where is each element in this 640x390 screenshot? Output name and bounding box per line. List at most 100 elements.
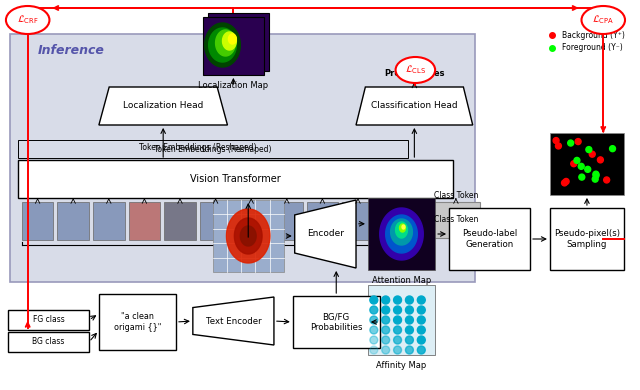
FancyBboxPatch shape (200, 202, 232, 240)
Circle shape (593, 172, 599, 178)
Text: Class Token: Class Token (434, 216, 478, 225)
Text: Token Embeddings (Reshaped): Token Embeddings (Reshaped) (154, 145, 272, 154)
Text: Vision Transformer: Vision Transformer (190, 174, 281, 184)
Polygon shape (390, 219, 412, 245)
Polygon shape (223, 32, 236, 50)
Circle shape (381, 316, 390, 324)
FancyBboxPatch shape (550, 133, 624, 195)
Text: $\mathcal{L}_{\rm CRF}$: $\mathcal{L}_{\rm CRF}$ (17, 14, 38, 27)
Text: Class Token: Class Token (434, 191, 478, 200)
Circle shape (417, 306, 425, 314)
Text: Probabilities: Probabilities (384, 69, 445, 78)
Text: Foreground (Υ⁻): Foreground (Υ⁻) (562, 44, 623, 53)
Circle shape (370, 336, 378, 344)
FancyBboxPatch shape (307, 202, 338, 240)
FancyBboxPatch shape (236, 202, 267, 240)
Text: Pseudo-label
Generation: Pseudo-label Generation (462, 229, 517, 249)
Text: Pseudo-pixel(s)
Sampling: Pseudo-pixel(s) Sampling (554, 229, 620, 249)
Text: Inference: Inference (38, 44, 104, 57)
Ellipse shape (582, 6, 625, 34)
Text: "a clean
origami {}": "a clean origami {}" (114, 312, 161, 332)
Circle shape (406, 346, 413, 354)
Circle shape (370, 306, 378, 314)
Circle shape (417, 296, 425, 304)
Circle shape (592, 176, 598, 182)
Circle shape (406, 336, 413, 344)
FancyBboxPatch shape (22, 202, 53, 240)
Circle shape (394, 326, 401, 334)
FancyBboxPatch shape (449, 208, 530, 270)
Circle shape (589, 151, 595, 157)
Circle shape (394, 346, 401, 354)
Polygon shape (234, 218, 262, 254)
Circle shape (579, 163, 584, 169)
Polygon shape (294, 200, 356, 268)
Circle shape (571, 161, 577, 167)
Circle shape (394, 306, 401, 314)
Text: Encoder: Encoder (307, 229, 344, 239)
Polygon shape (380, 208, 423, 260)
Circle shape (406, 306, 413, 314)
Circle shape (394, 296, 401, 304)
Text: Affinity Map: Affinity Map (376, 361, 427, 370)
Polygon shape (205, 23, 240, 67)
Text: BG/FG
Probabilities: BG/FG Probabilities (310, 312, 362, 332)
Circle shape (586, 147, 592, 152)
Text: Localization Head: Localization Head (123, 101, 204, 110)
Circle shape (593, 171, 599, 177)
Circle shape (370, 316, 378, 324)
Circle shape (574, 158, 580, 163)
Text: Token Embeddings (Reshaped): Token Embeddings (Reshaped) (139, 144, 257, 152)
FancyBboxPatch shape (8, 332, 89, 352)
Polygon shape (227, 209, 270, 263)
FancyBboxPatch shape (342, 202, 374, 240)
FancyBboxPatch shape (292, 296, 380, 348)
Circle shape (381, 346, 390, 354)
FancyBboxPatch shape (93, 202, 125, 240)
Circle shape (597, 157, 604, 163)
Polygon shape (209, 28, 236, 62)
Circle shape (568, 140, 573, 146)
Text: $\mathcal{L}_{\rm CPA}$: $\mathcal{L}_{\rm CPA}$ (592, 14, 614, 27)
Polygon shape (240, 226, 256, 246)
Polygon shape (396, 222, 408, 238)
Circle shape (609, 145, 616, 152)
Circle shape (561, 180, 568, 186)
Text: $\mathcal{L}_{\rm CLS}$: $\mathcal{L}_{\rm CLS}$ (404, 64, 426, 76)
FancyBboxPatch shape (18, 140, 408, 158)
Polygon shape (216, 30, 236, 56)
Circle shape (575, 138, 581, 145)
Circle shape (585, 167, 591, 172)
Text: ...: ... (380, 215, 392, 227)
Circle shape (394, 336, 401, 344)
FancyBboxPatch shape (368, 198, 435, 270)
Circle shape (370, 326, 378, 334)
Polygon shape (228, 34, 236, 44)
FancyBboxPatch shape (271, 202, 303, 240)
FancyBboxPatch shape (129, 202, 160, 240)
Circle shape (370, 346, 378, 354)
FancyBboxPatch shape (99, 294, 176, 350)
Circle shape (406, 326, 413, 334)
FancyBboxPatch shape (207, 13, 269, 71)
Text: BG class: BG class (32, 337, 65, 346)
Circle shape (553, 138, 559, 144)
FancyBboxPatch shape (368, 285, 435, 355)
Circle shape (417, 346, 425, 354)
Circle shape (417, 326, 425, 334)
Circle shape (417, 336, 425, 344)
Circle shape (604, 177, 610, 183)
Polygon shape (193, 297, 274, 345)
Text: Text Encoder: Text Encoder (205, 317, 261, 326)
Ellipse shape (6, 6, 49, 34)
FancyBboxPatch shape (432, 202, 479, 238)
FancyBboxPatch shape (164, 202, 196, 240)
Circle shape (370, 296, 378, 304)
FancyBboxPatch shape (10, 34, 475, 282)
FancyBboxPatch shape (550, 208, 624, 270)
Polygon shape (386, 215, 417, 253)
Circle shape (406, 316, 413, 324)
Text: Background (Υ⁺): Background (Υ⁺) (562, 30, 625, 39)
Circle shape (394, 316, 401, 324)
FancyBboxPatch shape (18, 160, 453, 198)
